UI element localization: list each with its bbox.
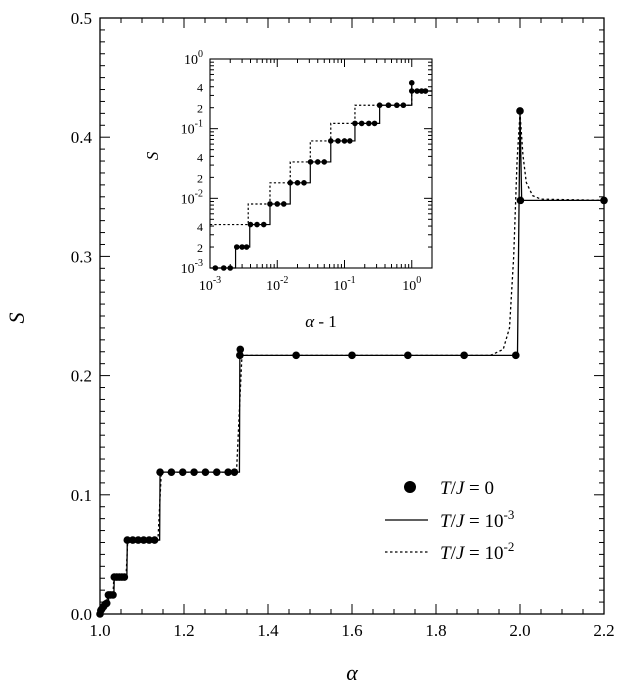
inset-x-axis-title: α - 1	[305, 312, 337, 331]
main-data-point	[236, 345, 245, 354]
inset-tick-labels: 10-3 10-2 10-1 100 10-3 10-2 10-1 100 2 4 2 4 2 4	[181, 49, 422, 294]
legend-label-t0: T/J = 0	[440, 478, 494, 499]
inset-series-line-t1e-2	[210, 82, 432, 226]
inset-plot-background	[210, 59, 432, 268]
inset-x-tick-label: 10-3	[199, 275, 221, 294]
inset-series-group	[210, 80, 432, 271]
main-x-axis-title: α	[346, 660, 358, 685]
inset-y-axis-title: S	[143, 151, 162, 160]
inset-y-minor-tick-label: 4	[197, 220, 203, 234]
main-tick-labels: 1.0 1.2 1.4 1.6 1.8 2.0 2.2 0.0 0.1 0.2 0.3 0.4 0.5	[71, 9, 615, 640]
main-y-tick-label: 0.0	[71, 605, 92, 624]
inset-data-point	[408, 80, 415, 86]
inset-y-tick-label: 100	[184, 49, 203, 68]
main-x-tick-label: 1.2	[173, 621, 194, 640]
inset-y-tick-label: 10-1	[181, 119, 203, 138]
inset-y-tick-label: 10-2	[181, 188, 203, 207]
inset-y-minor-tick-label: 2	[197, 171, 203, 185]
legend-marker-t0	[404, 481, 416, 493]
main-x-tick-label: 2.0	[509, 621, 530, 640]
legend-label-t1e-3: T/J = 10-3	[440, 507, 514, 532]
main-series-line-t1e-2	[99, 113, 605, 615]
main-series-group	[96, 107, 608, 618]
inset-plot-frame	[209, 58, 433, 269]
main-y-tick-label: 0.2	[71, 367, 92, 386]
inset-y-minor-tick-label: 2	[197, 102, 203, 116]
inset-y-minor-tick-label: 4	[197, 150, 203, 164]
legend: T/J = 0 T/J = 10-3 T/J = 10-2	[385, 478, 514, 564]
main-axis-ticks	[99, 17, 605, 615]
main-y-axis-title: S	[4, 313, 29, 324]
inset-x-tick-label: 10-1	[333, 275, 355, 294]
inset-x-tick-label: 10-2	[266, 275, 288, 294]
inset-y-tick-label: 10-3	[181, 258, 203, 277]
inset-y-minor-tick-label: 2	[197, 241, 203, 255]
main-x-tick-label: 2.2	[593, 621, 614, 640]
main-y-tick-label: 0.1	[71, 486, 92, 505]
main-x-tick-label: 1.8	[425, 621, 446, 640]
main-x-tick-label: 1.4	[257, 621, 279, 640]
main-x-tick-label: 1.0	[89, 621, 110, 640]
legend-label-t1e-2: T/J = 10-2	[440, 539, 514, 564]
main-y-tick-label: 0.5	[71, 9, 92, 28]
inset-axis-ticks	[209, 58, 433, 269]
main-y-tick-label: 0.4	[71, 128, 93, 147]
main-y-tick-label: 0.3	[71, 247, 92, 266]
inset-x-tick-label: 100	[402, 275, 421, 294]
inset-y-minor-tick-label: 4	[197, 81, 203, 95]
main-x-tick-label: 1.6	[341, 621, 362, 640]
